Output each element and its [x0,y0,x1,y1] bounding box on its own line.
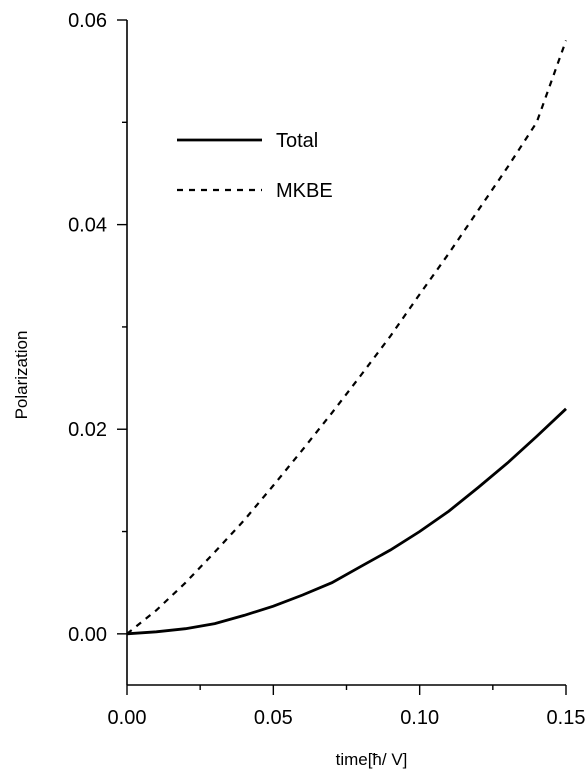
series-group [126,40,568,636]
y-tick-label: 0.04 [68,215,107,237]
series-line-mkbe [126,40,568,635]
x-tick-label: 0.15 [547,707,586,729]
legend-label-mkbe: MKBE [276,180,333,202]
legend: Total MKBE [177,130,333,202]
y-tick-label: 0.02 [68,419,107,441]
legend-label-total: Total [276,130,318,152]
x-tick-label: 0.05 [254,707,293,729]
x-axis-title: time[ħ/ V] [336,750,408,769]
x-tick-label: 0.00 [108,707,147,729]
series-line-total [126,407,567,636]
axes [126,20,566,686]
y-tick-label: 0.00 [68,624,107,646]
ticks: 0.00 0.05 0.10 0.15 0.00 0.02 0.04 0.06 [68,10,585,729]
y-axis-title: Polarization [12,331,31,420]
x-tick-label: 0.10 [400,707,439,729]
y-tick-label: 0.06 [68,10,107,32]
